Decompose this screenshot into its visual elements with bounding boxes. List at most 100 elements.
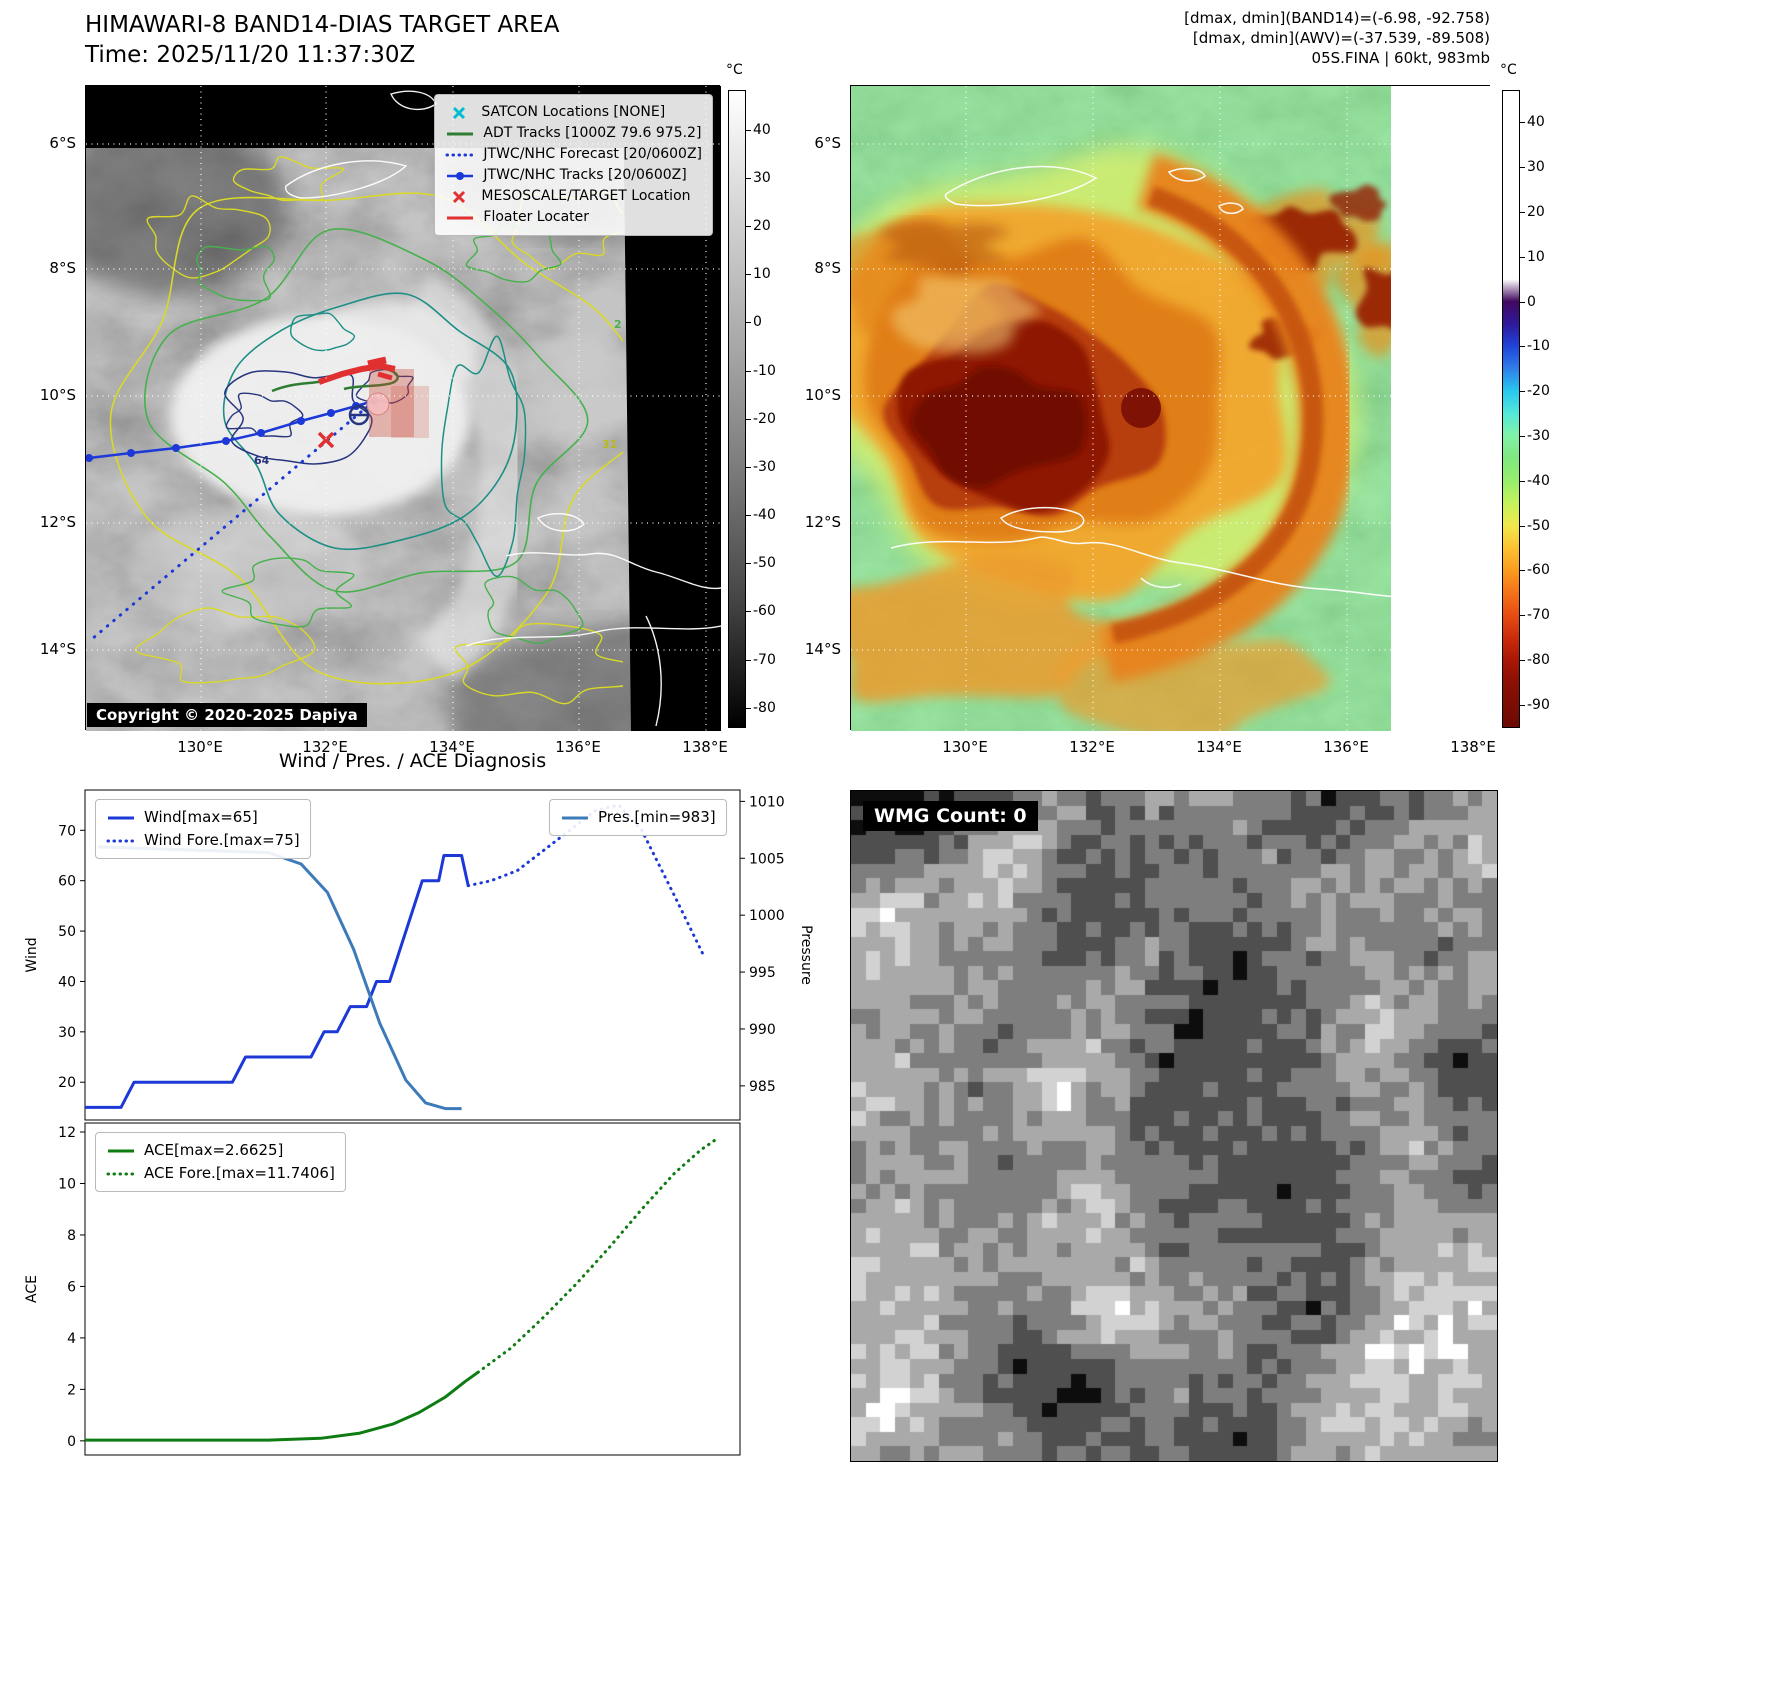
colorbar-tick-label: 20 [753,217,771,234]
colorbar-tick-mark [746,225,751,227]
legend-item: Floater Locater [445,207,702,228]
lon-tick-label: 138°E [1450,738,1496,756]
colorbar-unit-label: °C [1500,62,1517,78]
colorbar-tick-mark [1520,211,1525,213]
colorbar-tick-mark [746,466,751,468]
colorbar-tick-mark [1520,570,1525,572]
colorbar-tick-label: -80 [753,699,776,716]
y-tick-label: 4 [67,1331,76,1347]
colorbar-tick-label: 20 [1527,203,1545,220]
colorbar-tick-mark [1520,525,1525,527]
legend-item: ACE[max=2.6625] [106,1139,335,1162]
colorbar-tick-mark [746,563,751,565]
chart-title: Wind / Pres. / ACE Diagnosis [278,750,547,772]
y-tick-label: 70 [58,823,76,839]
line-icon [562,816,588,819]
y-tick-label: 12 [58,1125,76,1141]
colorbar-tick-label: 10 [1527,248,1545,265]
line-icon [447,132,474,135]
legend-label: Pres.[min=983] [598,808,716,826]
latlon-grid [851,86,1491,731]
legend-label: MESOSCALE/TARGET Location [481,188,691,204]
colorbar-tick-label: 40 [1527,114,1545,131]
lon-tick-label: 132°E [302,738,348,756]
colorbar-tick-mark [746,129,751,131]
y-tick-label: 40 [58,974,76,990]
colorbar-tick-label: -70 [753,651,776,668]
lat-tick-label: 6°S [814,134,841,152]
legend-item: SATCON Locations [NONE] [445,102,702,123]
dotted-line-icon [445,153,475,156]
y-tick-label: 10 [58,1176,76,1192]
lat-tick-label: 8°S [814,259,841,277]
y-tick-label: 0 [67,1434,76,1450]
legend-label: ACE Fore.[max=11.7406] [144,1164,335,1182]
x-marker-icon [453,106,466,119]
colorbar-tick-label: -20 [1527,383,1550,400]
colorbar-tick-mark [1520,480,1525,482]
lat-tick-label: 10°S [39,386,76,404]
lon-tick-label: 136°E [1323,738,1369,756]
series-line [85,1371,479,1442]
y-tick-label: 20 [58,1075,76,1091]
colorbar-tick-mark [1520,615,1525,616]
awv-range-stat: [dmax, dmin](AWV)=(-37.539, -89.508) [1192,29,1490,47]
colorbar-tick-label: -40 [753,507,776,523]
y2-axis-label: Pressure [798,925,814,985]
jtwc-forecast-track [90,399,376,641]
colorbar-tick-mark [1520,256,1525,258]
current-position-marker [366,392,390,416]
y2-tick-label: 995 [749,965,776,981]
y-tick-label: 60 [58,874,76,890]
center-fix-marker [348,404,370,426]
y2-tick-label: 1005 [749,851,785,867]
legend-label: Wind Fore.[max=75] [144,831,300,849]
colorbar-tick-label: -40 [1527,472,1550,489]
lat-tick-label: 12°S [39,513,76,531]
colorbar-tick-label: -30 [1527,427,1550,444]
band14-map-panel: SATCON Locations [NONE] ADT Tracks [1000Z… [85,85,721,731]
colorbar-tick-label: -20 [753,410,776,427]
colorbar-tick-mark [746,418,751,420]
lon-tick-label: 130°E [942,738,988,756]
legend-label: SATCON Locations [NONE] [481,104,666,120]
y-tick-label: 30 [58,1025,76,1041]
wmg-noise-image [851,791,1497,1461]
coastlines [890,165,1491,731]
colorbar-tick-mark [1520,122,1525,124]
colorbar-tick-mark [746,707,751,709]
mesoscale-target-x-icon [317,431,335,449]
pressure-chart-legend: Pres.[min=983] [549,799,727,836]
header-stats: [dmax, dmin](BAND14)=(-6.98, -92.758) [d… [1000,8,1490,68]
y-axis-label: ACE [24,1275,40,1303]
legend-label: Wind[max=65] [144,808,258,826]
legend-item: MESOSCALE/TARGET Location [445,186,702,207]
x-marker-icon [453,190,466,203]
series-line [476,1137,719,1374]
colorbar-tick-mark [1520,167,1525,169]
dark-eye-spot [1121,388,1161,428]
lat-tick-label: 14°S [39,640,76,658]
legend-item: JTWC/NHC Forecast [20/0600Z] [445,144,702,165]
legend-item: ADT Tracks [1000Z 79.6 975.2] [445,123,702,144]
ace-chart-legend: ACE[max=2.6625] ACE Fore.[max=11.7406] [95,1132,346,1192]
colorbar-tick-label: 30 [753,169,771,186]
lon-tick-label: 134°E [1196,738,1242,756]
colorbar-tick-label: -90 [1527,696,1550,713]
colorbar-unit-label: °C [726,62,743,78]
wmg-count-badge: WMG Count: 0 [863,801,1038,831]
map-legend: SATCON Locations [NONE] ADT Tracks [1000Z… [434,94,713,236]
colorbar-tick-label: -30 [753,458,776,475]
lat-tick-label: 10°S [804,386,841,404]
band14-range-stat: [dmax, dmin](BAND14)=(-6.98, -92.758) [1184,9,1490,27]
colorbar-tick-mark [746,177,751,179]
y2-tick-label: 985 [749,1079,776,1095]
colorbar-tick-label: 30 [1527,159,1545,176]
colorbar-tick-mark [746,659,751,661]
colorbar-tick-mark [1520,659,1525,661]
y-axis-label: Wind [24,937,40,972]
dotted-line-icon [106,839,136,842]
lon-tick-label: 138°E [682,738,728,756]
awv-colorbar: 40 30 20 10 0 -10 -20 -30 -40 -50 -60 -70 -80 -90 [1502,90,1550,728]
colorbar-tick-mark [746,611,751,613]
